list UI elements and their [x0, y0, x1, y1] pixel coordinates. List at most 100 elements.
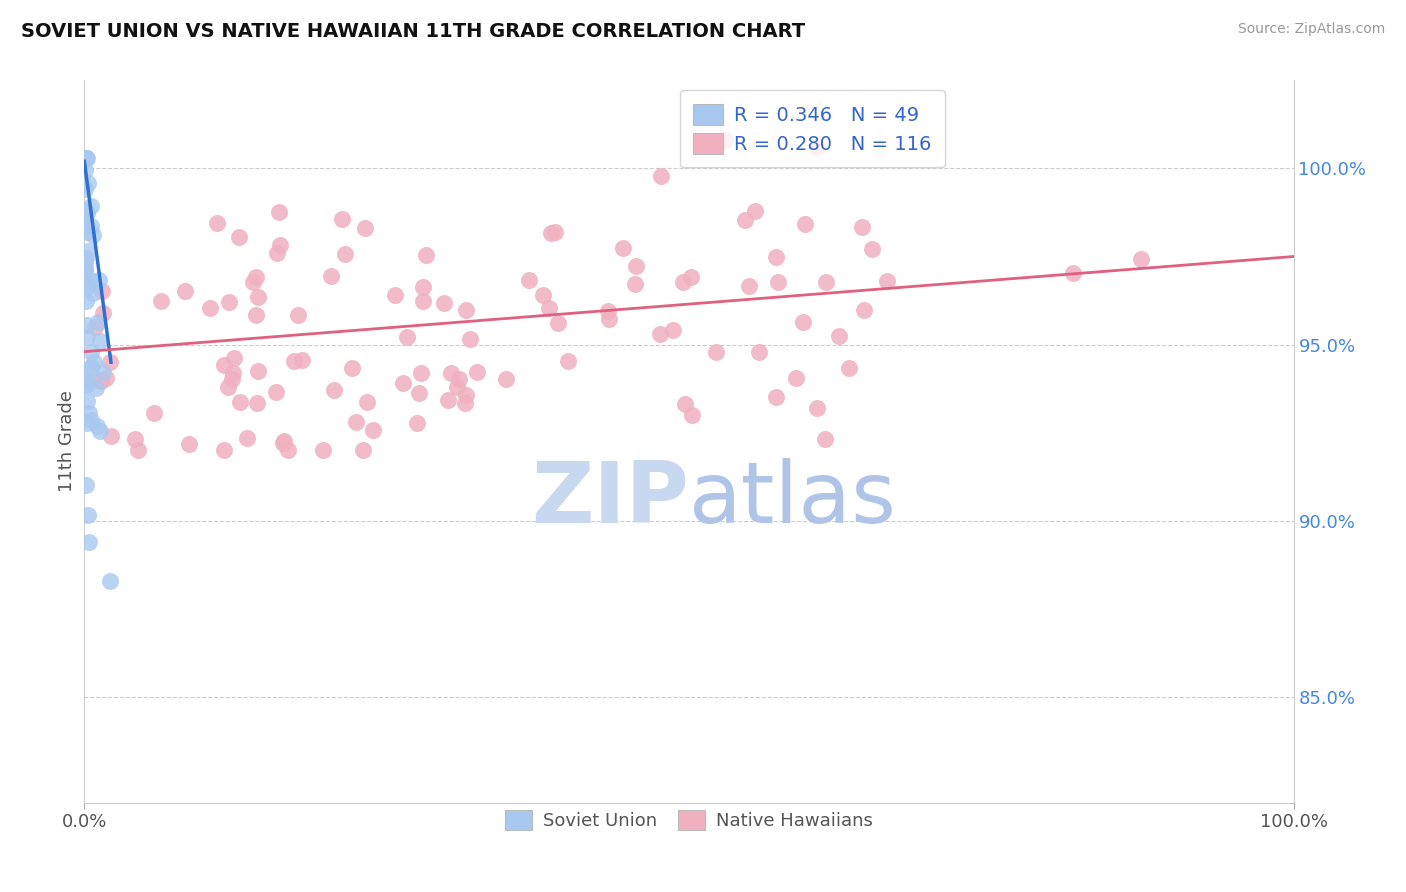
- Point: [75, 151, 97, 165]
- Point: [84, 319, 107, 334]
- Point: [82, 285, 104, 300]
- Point: [212, 443, 235, 458]
- Point: [73, 162, 96, 177]
- Point: [681, 408, 703, 422]
- Point: [100, 429, 122, 443]
- Point: [814, 432, 837, 446]
- Point: [228, 395, 250, 409]
- Point: [89, 334, 111, 348]
- Point: [91, 284, 114, 298]
- Text: ZIP: ZIP: [531, 458, 689, 541]
- Point: [650, 169, 672, 184]
- Point: [838, 361, 860, 376]
- Point: [598, 311, 620, 326]
- Point: [312, 443, 335, 458]
- Point: [84, 381, 107, 395]
- Point: [544, 225, 567, 239]
- Point: [454, 302, 477, 317]
- Point: [91, 365, 114, 379]
- Point: [415, 247, 437, 261]
- Point: [124, 432, 146, 446]
- Point: [76, 508, 98, 523]
- Point: [271, 436, 294, 450]
- Point: [384, 287, 406, 301]
- Point: [96, 371, 118, 385]
- Point: [465, 365, 488, 379]
- Point: [75, 373, 97, 387]
- Point: [245, 270, 267, 285]
- Point: [612, 241, 634, 255]
- Point: [73, 151, 96, 165]
- Point: [744, 203, 766, 218]
- Point: [794, 217, 817, 231]
- Point: [79, 272, 101, 286]
- Point: [283, 354, 305, 368]
- Point: [851, 219, 873, 234]
- Point: [860, 242, 883, 256]
- Text: SOVIET UNION VS NATIVE HAWAIIAN 11TH GRADE CORRELATION CHART: SOVIET UNION VS NATIVE HAWAIIAN 11TH GRA…: [21, 22, 806, 41]
- Point: [662, 323, 685, 337]
- Point: [748, 344, 770, 359]
- Point: [411, 367, 433, 381]
- Point: [218, 294, 240, 309]
- Point: [353, 220, 375, 235]
- Point: [73, 258, 96, 272]
- Point: [246, 396, 269, 410]
- Point: [207, 216, 229, 230]
- Point: [77, 244, 100, 259]
- Point: [221, 366, 243, 380]
- Point: [648, 326, 671, 341]
- Point: [214, 358, 236, 372]
- Point: [321, 269, 343, 284]
- Point: [80, 412, 103, 426]
- Point: [76, 225, 98, 239]
- Point: [98, 574, 121, 588]
- Point: [876, 274, 898, 288]
- Point: [291, 352, 314, 367]
- Point: [1130, 252, 1153, 267]
- Point: [77, 176, 100, 190]
- Point: [76, 279, 98, 293]
- Point: [76, 206, 98, 220]
- Text: Source: ZipAtlas.com: Source: ZipAtlas.com: [1237, 22, 1385, 37]
- Point: [704, 344, 727, 359]
- Point: [266, 246, 288, 260]
- Point: [89, 425, 111, 439]
- Point: [356, 395, 378, 409]
- Point: [277, 443, 299, 458]
- Point: [75, 212, 97, 227]
- Point: [75, 378, 97, 392]
- Point: [537, 301, 560, 315]
- Point: [531, 288, 554, 302]
- Point: [87, 315, 110, 329]
- Point: [433, 296, 456, 310]
- Point: [80, 344, 103, 359]
- Point: [765, 390, 787, 404]
- Point: [454, 395, 477, 409]
- Text: atlas: atlas: [689, 458, 897, 541]
- Point: [80, 219, 103, 233]
- Point: [217, 380, 239, 394]
- Point: [76, 330, 98, 344]
- Point: [174, 284, 197, 298]
- Point: [792, 315, 814, 329]
- Point: [77, 534, 100, 549]
- Point: [90, 374, 112, 388]
- Point: [557, 354, 579, 368]
- Point: [395, 330, 418, 344]
- Point: [267, 205, 290, 219]
- Point: [330, 211, 353, 226]
- Point: [679, 269, 702, 284]
- Point: [408, 386, 430, 401]
- Point: [765, 250, 787, 264]
- Point: [198, 301, 221, 315]
- Point: [785, 371, 807, 385]
- Point: [437, 392, 460, 407]
- Point: [624, 259, 647, 273]
- Point: [269, 237, 291, 252]
- Point: [352, 443, 374, 458]
- Point: [73, 263, 96, 277]
- Point: [734, 213, 756, 227]
- Point: [79, 362, 101, 376]
- Point: [672, 275, 695, 289]
